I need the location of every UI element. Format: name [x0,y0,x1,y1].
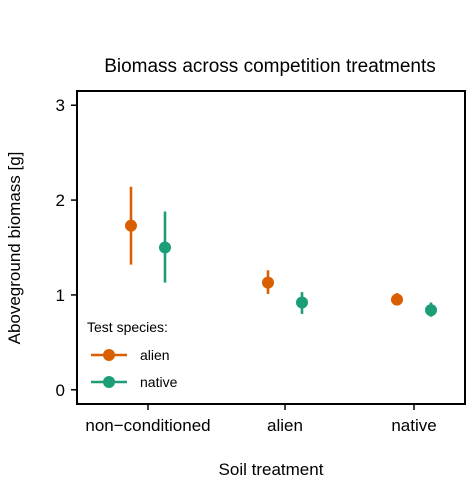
legend-label-alien: alien [140,347,170,363]
point-native [425,304,437,317]
legend-marker-native [103,376,115,388]
point-alien [125,219,137,232]
point-native [159,241,171,254]
y-tick-label: 0 [56,381,65,400]
plot-area [76,90,466,405]
y-tick-label: 1 [56,286,65,305]
x-axis: non−conditioned alien native [85,404,437,435]
point-alien [391,293,403,306]
x-tick-label: non−conditioned [85,416,210,435]
legend-marker-alien [103,349,115,361]
y-tick-label: 2 [56,191,65,210]
chart-title: Biomass across competition treatments [104,56,436,77]
point-alien [262,276,274,289]
x-tick-label: alien [267,416,303,435]
legend-label-native: native [140,374,178,390]
x-tick-label: native [391,416,436,435]
y-axis-label: Aboveground biomass [g] [5,152,24,345]
x-axis-label: Soil treatment [219,460,324,479]
data-marks [125,186,437,317]
legend-title: Test species: [87,319,168,335]
legend: Test species: alien native [87,319,178,390]
y-axis: 0 1 2 3 [56,96,77,400]
point-native [296,296,308,309]
y-tick-label: 3 [56,96,65,115]
